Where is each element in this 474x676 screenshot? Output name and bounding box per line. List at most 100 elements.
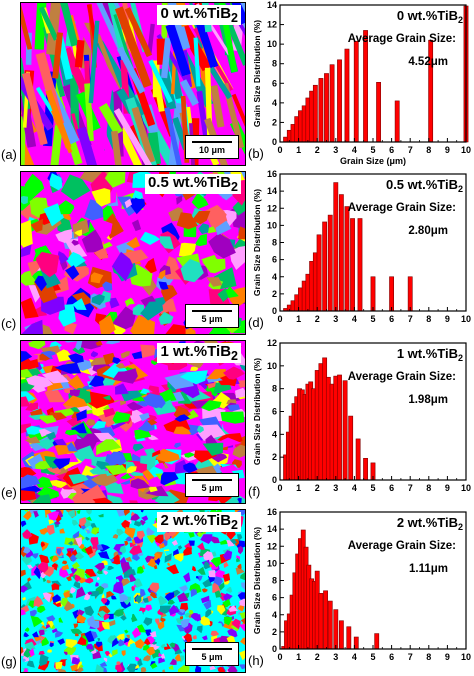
ebsd-grain [41, 637, 49, 647]
x-tick-label: 5 [370, 145, 375, 155]
ebsd-grain [208, 233, 236, 259]
x-tick-label: 10 [461, 483, 471, 493]
histogram-bar [376, 82, 381, 143]
ebsd-grain [240, 617, 245, 624]
ebsd-grain [55, 661, 63, 670]
ebsd-grain [123, 510, 130, 516]
ebsd-grain [40, 542, 46, 548]
y-tick-label: 0 [272, 644, 277, 654]
y-tick-label: 14 [267, 186, 277, 196]
y-axis-label: Grain Size Distribution (%) [252, 189, 262, 296]
ebsd-grain [103, 570, 109, 576]
x-tick-label: 4 [352, 652, 357, 662]
histogram-bar [338, 194, 344, 312]
histogram-bar [346, 626, 352, 650]
ebsd-grain [124, 637, 131, 644]
ebsd-grain [120, 351, 130, 359]
ebsd-grain [139, 519, 146, 526]
panel-label-c: (c) [1, 316, 17, 331]
ebsd-grain [113, 581, 124, 594]
y-tick-label: 14 [267, 0, 277, 10]
ebsd-grain [27, 577, 32, 583]
ebsd-grain [147, 23, 155, 54]
ebsd-grain [145, 595, 153, 602]
ebsd-grain [68, 473, 89, 485]
ebsd-grain [91, 473, 118, 487]
y-tick-label: 2 [272, 289, 277, 299]
composition-label: 0.5 wt.%TiB2 [144, 174, 241, 194]
ebsd-grain [145, 485, 169, 497]
ebsd-grain [98, 103, 123, 136]
ebsd-grain [111, 130, 122, 165]
ebsd-grain [85, 418, 96, 426]
ebsd-grain [84, 569, 97, 577]
ebsd-grain [82, 484, 107, 500]
histogram-bar [337, 374, 342, 481]
ebsd-grain [22, 596, 26, 601]
ebsd-grain [75, 586, 86, 599]
ebsd-grain [140, 295, 157, 308]
ebsd-grain [140, 344, 158, 358]
ebsd-grain [235, 387, 245, 399]
ebsd-grain [139, 388, 152, 395]
ebsd-grain [51, 563, 58, 571]
ebsd-grain [118, 638, 125, 647]
ebsd-grain [129, 545, 143, 556]
x-tick-label: 9 [445, 483, 450, 493]
ebsd-grain [109, 665, 114, 670]
y-tick-label: 6 [272, 255, 277, 265]
ebsd-grain [95, 33, 123, 95]
ebsd-grain [21, 467, 37, 479]
x-tick-label: 9 [445, 314, 450, 324]
scale-bar-label: 5 μm [201, 483, 223, 493]
ebsd-grain [42, 592, 52, 603]
ebsd-grain [112, 306, 137, 330]
ebsd-grain [70, 663, 79, 672]
histogram-bar [318, 593, 324, 650]
ebsd-grain [131, 106, 156, 164]
ebsd-grain [131, 627, 141, 639]
average-grain-size-label: Average Grain Size: [348, 371, 456, 383]
ebsd-grain [124, 297, 135, 307]
ebsd-grain [112, 608, 125, 617]
ebsd-grain [208, 323, 231, 334]
ebsd-grain [91, 294, 105, 306]
ebsd-grain [169, 658, 177, 665]
ebsd-grain [39, 353, 51, 361]
y-tick-label: 12 [267, 20, 277, 30]
ebsd-grain [141, 515, 149, 522]
ebsd-grain [146, 534, 157, 544]
x-tick-label: 4 [352, 314, 357, 324]
x-tick-label: 7 [408, 652, 413, 662]
ebsd-grain [168, 665, 174, 670]
ebsd-grain [134, 638, 145, 649]
ebsd-grain [39, 415, 57, 424]
y-tick-label: 16 [267, 507, 277, 517]
ebsd-grain [21, 569, 26, 577]
ebsd-grain [159, 67, 177, 110]
ebsd-grain [227, 665, 238, 672]
x-tick-label: 5 [370, 314, 375, 324]
ebsd-grain [179, 616, 183, 620]
ebsd-grain [191, 210, 211, 225]
ebsd-grain [21, 319, 43, 334]
ebsd-grain [238, 546, 244, 555]
ebsd-grain [42, 577, 47, 583]
ebsd-grain [121, 650, 126, 657]
ebsd-grain [146, 647, 156, 656]
x-tick-label: 4 [352, 145, 357, 155]
ebsd-grain [159, 388, 177, 402]
ebsd-grain [140, 231, 161, 245]
ebsd-grain [162, 669, 166, 672]
ebsd-grain [21, 585, 28, 593]
ebsd-grain [115, 383, 129, 395]
panel-label-a: (a) [1, 147, 17, 162]
ebsd-grain [63, 590, 70, 599]
ebsd-grain [87, 596, 97, 608]
x-tick-label: 6 [389, 483, 394, 493]
ebsd-grain [232, 443, 245, 458]
ebsd-grain [50, 480, 68, 488]
x-tick-label: 9 [445, 145, 450, 155]
ebsd-grain [107, 525, 117, 532]
ebsd-grain [196, 90, 211, 148]
